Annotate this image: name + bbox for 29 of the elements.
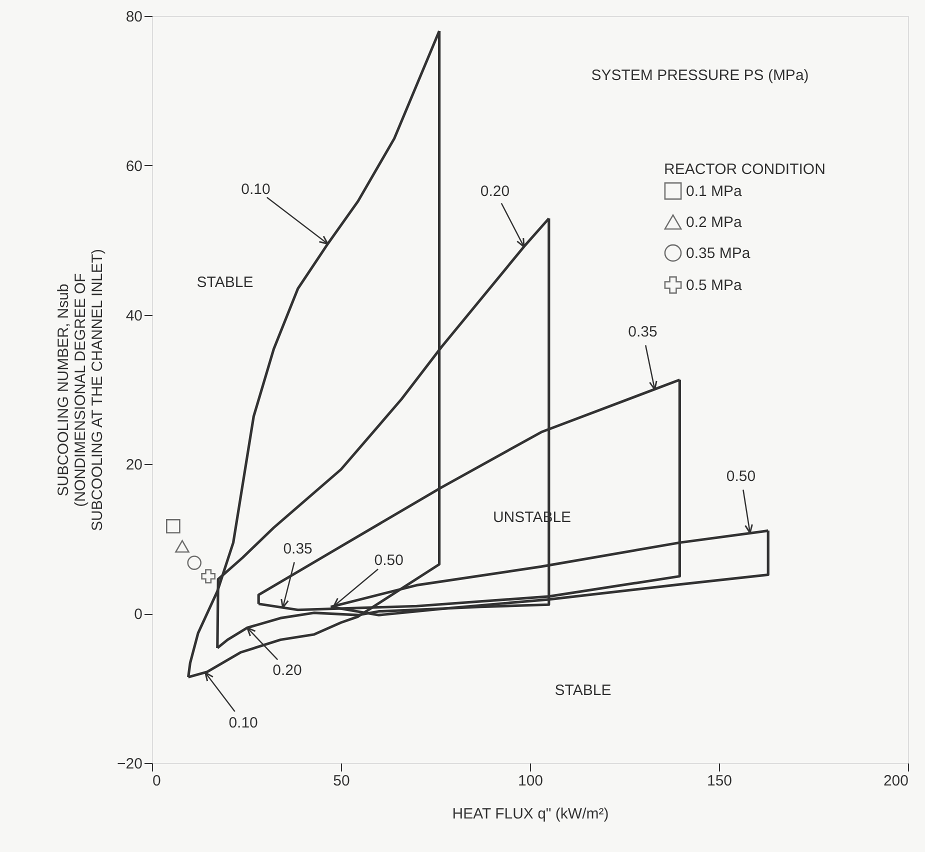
annotation: 0.50 [374,552,404,570]
y-tick-label: 80 [126,8,142,26]
x-axis-title: HEAT FLUX q" (kW/m²) [452,806,609,822]
annotation: 0.35 [283,540,312,558]
legend-label: 0.5 MPa [686,277,743,294]
y-tick-label: 0 [134,606,142,624]
annotation: STABLE [196,274,254,291]
annotation: SYSTEM PRESSURE PS (MPa) [591,67,809,84]
y-axis-title: SUBCOOLING NUMBER, Nsub (NONDIMENSIONAL DEGREE OF SUBCOOLING AT THE CHANNEL INLET) [55,248,106,532]
annotation: 0.10 [241,180,270,198]
x-tick-label: 100 [518,772,544,790]
annotation: 0.20 [272,662,302,679]
annotation: 0.50 [726,468,756,485]
y-tick-label: −20 [117,756,142,772]
x-tick-label: 0 [152,772,161,790]
y-tick-label: 40 [126,307,142,324]
x-tick-label: 200 [883,772,908,790]
annotation: 0.10 [228,714,258,732]
annotation: 0.20 [480,182,510,200]
annotation: STABLE [554,682,612,699]
y-tick-label: 60 [126,158,142,175]
legend-label: 0.1 MPa [686,183,743,200]
x-tick-label: 50 [333,772,350,790]
legend-title: REACTOR CONDITION [664,161,826,178]
legend-label: 0.35 MPa [686,245,751,262]
legend-label: 0.2 MPa [686,214,743,231]
y-tick-label: 20 [126,456,142,474]
x-tick-label: 150 [706,772,732,790]
annotation: 0.35 [628,324,658,340]
